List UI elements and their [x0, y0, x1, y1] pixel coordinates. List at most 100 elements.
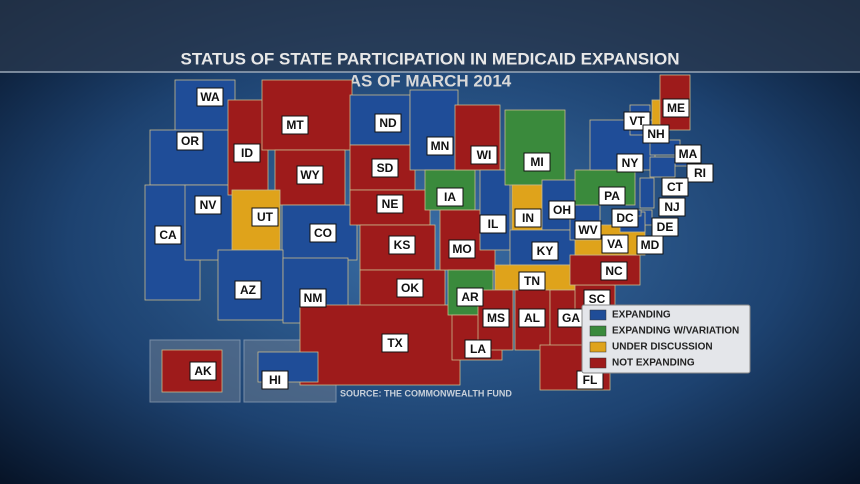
state-label: NE — [382, 197, 399, 211]
state-label: ME — [667, 101, 685, 115]
state-region — [299, 304, 461, 386]
state-label: MA — [679, 147, 698, 161]
legend-swatch — [589, 325, 607, 337]
state-label: MD — [641, 238, 660, 252]
state-label: IA — [444, 190, 456, 204]
state-label-box — [601, 234, 629, 254]
subtitle: AS OF MARCH 2014 — [349, 71, 512, 90]
state-label: DE — [657, 220, 674, 234]
state-label: TN — [524, 274, 540, 288]
state-region — [261, 79, 353, 151]
state-label: OK — [401, 281, 419, 295]
state-label: WY — [300, 168, 319, 182]
state-label-box — [616, 153, 644, 173]
legend-swatch — [589, 309, 607, 321]
state-label: SC — [589, 292, 606, 306]
state-label: IN — [522, 211, 534, 225]
state-label-box — [600, 261, 628, 281]
state-label: LA — [470, 342, 486, 356]
state-label-box — [296, 165, 324, 185]
state-label-box — [523, 152, 551, 172]
state-label: NC — [605, 264, 623, 278]
legend-label: NOT EXPANDING — [612, 358, 695, 369]
state-label-box — [154, 225, 182, 245]
state-label-box — [233, 143, 261, 163]
state-label: WV — [578, 223, 597, 237]
state-label-box — [636, 235, 664, 255]
state-label-box — [548, 200, 576, 220]
state-label-box — [189, 361, 217, 381]
legend-label: UNDER DISCUSSION — [612, 342, 713, 353]
state-label-box — [176, 131, 204, 151]
state-label: FL — [583, 373, 598, 387]
state-label-box — [518, 271, 546, 291]
legend-swatch — [589, 341, 607, 353]
state-label: IL — [488, 217, 499, 231]
state-label-box — [251, 207, 279, 227]
state-label: ID — [241, 146, 253, 160]
state-label: TX — [387, 336, 402, 350]
state-label-box — [662, 98, 690, 118]
state-label: PA — [604, 189, 620, 203]
state-label-box — [376, 194, 404, 214]
state-label-box — [531, 241, 559, 261]
state-label-box — [299, 288, 327, 308]
state-label: MI — [530, 155, 543, 169]
state-label: VT — [629, 114, 645, 128]
state-label-box — [456, 287, 484, 307]
state-label-box — [658, 197, 686, 217]
state-label: CA — [159, 228, 177, 242]
state-region — [504, 109, 566, 186]
state-label: AZ — [240, 283, 256, 297]
state-label: CO — [314, 226, 332, 240]
legend-swatch — [589, 357, 607, 369]
state-label-box — [426, 136, 454, 156]
state-label: KS — [394, 238, 411, 252]
state-region — [639, 177, 655, 209]
state-label: HI — [269, 373, 281, 387]
state-label-box — [381, 333, 409, 353]
state-label-box — [448, 239, 476, 259]
state-label-box — [261, 370, 289, 390]
state-label-box — [374, 113, 402, 133]
source-note: SOURCE: THE COMMONWEALTH FUND — [340, 388, 512, 398]
state-label-box — [194, 195, 222, 215]
state-label-box — [309, 223, 337, 243]
state-label-box — [611, 208, 639, 228]
state-label-box — [371, 158, 399, 178]
state-label: MT — [286, 118, 304, 132]
state-label: MS — [487, 311, 505, 325]
state-label: VA — [607, 237, 623, 251]
state-label-box — [479, 214, 507, 234]
state-label: NV — [200, 198, 217, 212]
state-label: NH — [647, 127, 664, 141]
state-label: MO — [452, 242, 471, 256]
state-label-box — [470, 145, 498, 165]
state-label-box — [514, 208, 542, 228]
state-label: AK — [194, 364, 212, 378]
state-label: RI — [694, 166, 706, 180]
state-label-box — [234, 280, 262, 300]
state-label: AL — [524, 311, 540, 325]
state-label-box — [686, 163, 714, 183]
state-label: KY — [537, 244, 554, 258]
state-label-box — [281, 115, 309, 135]
state-label: OR — [181, 134, 199, 148]
state-label-box — [436, 187, 464, 207]
state-label: DC — [616, 211, 634, 225]
state-label-box — [482, 308, 510, 328]
state-label-box — [518, 308, 546, 328]
title-band — [0, 0, 860, 72]
state-label: CT — [667, 180, 684, 194]
state-label-box — [642, 124, 670, 144]
state-label-box — [464, 339, 492, 359]
legend-label: EXPANDING W/VARIATION — [612, 326, 739, 337]
state-label: MN — [431, 139, 450, 153]
state-label: WI — [477, 148, 492, 162]
state-region — [649, 156, 676, 178]
state-label: OH — [553, 203, 571, 217]
state-label-box — [196, 87, 224, 107]
state-label: GA — [562, 311, 580, 325]
state-label-box — [674, 144, 702, 164]
